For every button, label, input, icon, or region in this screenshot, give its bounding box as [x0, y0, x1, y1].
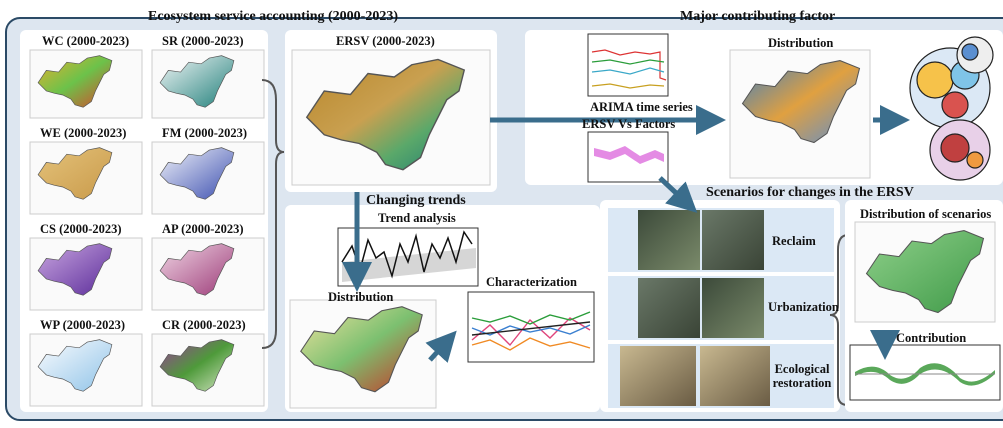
accounting-title: Ecosystem service accounting (2000-2023): [148, 9, 399, 24]
service-maps: [29, 49, 265, 407]
ersv-title: ERSV (2000-2023): [336, 34, 435, 48]
map-label: FM (2000-2023): [162, 126, 248, 140]
factors-title: Major contributing factor: [680, 9, 836, 24]
trend-distribution-label: Distribution: [328, 290, 394, 304]
scenario-label: Reclaim: [772, 234, 816, 248]
accounting-panel: [20, 30, 268, 412]
map-label: WE (2000-2023): [40, 126, 127, 140]
map-label: WP (2000-2023): [40, 318, 126, 332]
characterization-label: Characterization: [486, 275, 577, 289]
map-label: CS (2000-2023): [40, 222, 122, 236]
scenario-label: Ecological restoration: [772, 362, 832, 390]
scenarios-title: Scenarios for changes in the ERSV: [706, 185, 914, 200]
satellite-images: [620, 210, 770, 406]
trend-analysis-label: Trend analysis: [378, 211, 456, 225]
characterization-lines: [471, 311, 591, 351]
factor-distribution-label: Distribution: [768, 36, 834, 50]
brace: [261, 79, 285, 349]
scenario-label: Urbanization: [768, 300, 839, 314]
ersv-vs-factors-label: ERSV Vs Factors: [582, 117, 676, 131]
map-label: CR (2000-2023): [162, 318, 246, 332]
scenario-distribution-label: Distribution of scenarios: [860, 207, 992, 221]
map-label: AP (2000-2023): [162, 222, 244, 236]
trends-title: Changing trends: [366, 193, 466, 208]
map-label: WC (2000-2023): [42, 34, 130, 48]
contribution-label: Contribution: [896, 331, 967, 345]
map-label: SR (2000-2023): [162, 34, 244, 48]
arima-label: ARIMA time series: [590, 100, 693, 114]
factor-bubbles: [909, 36, 994, 181]
flow-arrows: [342, 105, 910, 363]
